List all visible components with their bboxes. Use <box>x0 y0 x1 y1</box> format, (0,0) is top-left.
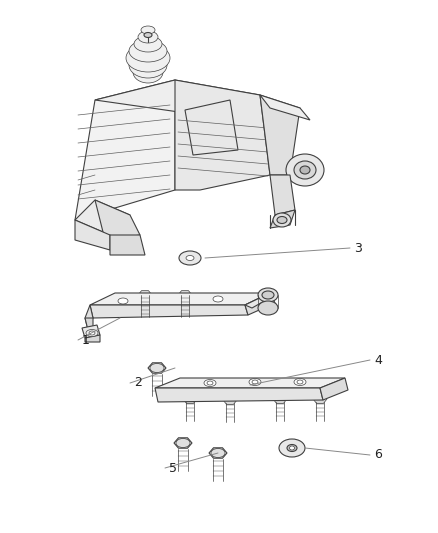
Ellipse shape <box>86 329 98 336</box>
Polygon shape <box>75 80 175 220</box>
Polygon shape <box>82 325 100 338</box>
Polygon shape <box>85 318 93 330</box>
Polygon shape <box>90 305 248 318</box>
Polygon shape <box>95 200 140 240</box>
Polygon shape <box>174 438 192 448</box>
Polygon shape <box>75 220 110 250</box>
Polygon shape <box>183 394 197 403</box>
Polygon shape <box>260 95 310 120</box>
Polygon shape <box>178 290 192 300</box>
Polygon shape <box>75 200 130 235</box>
Ellipse shape <box>262 291 274 299</box>
Polygon shape <box>155 388 323 402</box>
Text: 1: 1 <box>82 334 90 346</box>
Polygon shape <box>175 80 270 190</box>
Ellipse shape <box>213 296 223 302</box>
Polygon shape <box>270 210 295 228</box>
Polygon shape <box>273 394 287 403</box>
Ellipse shape <box>277 216 287 223</box>
Ellipse shape <box>134 36 162 52</box>
Polygon shape <box>185 100 238 155</box>
Ellipse shape <box>249 378 261 385</box>
Text: 4: 4 <box>374 353 382 367</box>
Polygon shape <box>85 335 100 342</box>
Text: 5: 5 <box>169 462 177 474</box>
Ellipse shape <box>297 380 303 384</box>
Text: 3: 3 <box>354 241 362 254</box>
Ellipse shape <box>204 379 216 386</box>
Ellipse shape <box>258 288 278 302</box>
Polygon shape <box>245 293 275 308</box>
Polygon shape <box>245 293 275 315</box>
Ellipse shape <box>286 154 324 186</box>
Ellipse shape <box>89 331 95 335</box>
Text: 2: 2 <box>134 376 142 390</box>
Ellipse shape <box>294 161 316 179</box>
Ellipse shape <box>273 213 291 227</box>
Polygon shape <box>223 395 237 405</box>
Polygon shape <box>95 80 260 115</box>
Ellipse shape <box>126 44 170 72</box>
Ellipse shape <box>300 166 310 174</box>
Polygon shape <box>313 394 327 403</box>
Polygon shape <box>148 363 166 373</box>
Ellipse shape <box>133 61 163 83</box>
Polygon shape <box>138 290 152 300</box>
Polygon shape <box>155 378 345 388</box>
Polygon shape <box>90 293 270 305</box>
Ellipse shape <box>118 298 128 304</box>
Polygon shape <box>260 95 300 175</box>
Polygon shape <box>270 175 295 215</box>
Ellipse shape <box>294 378 306 385</box>
Ellipse shape <box>129 40 167 62</box>
Ellipse shape <box>138 31 158 43</box>
Polygon shape <box>181 253 199 263</box>
Ellipse shape <box>129 52 167 78</box>
Polygon shape <box>110 235 145 255</box>
Ellipse shape <box>186 255 194 261</box>
Polygon shape <box>209 448 227 458</box>
Text: 6: 6 <box>374 448 382 462</box>
Ellipse shape <box>252 380 258 384</box>
Polygon shape <box>320 378 348 400</box>
Ellipse shape <box>141 26 155 34</box>
Ellipse shape <box>207 381 213 385</box>
Polygon shape <box>282 442 302 454</box>
Ellipse shape <box>179 251 201 265</box>
Ellipse shape <box>258 301 278 315</box>
Ellipse shape <box>287 445 297 451</box>
Ellipse shape <box>290 446 294 450</box>
Ellipse shape <box>144 33 152 37</box>
Ellipse shape <box>279 439 305 457</box>
Polygon shape <box>85 305 93 330</box>
